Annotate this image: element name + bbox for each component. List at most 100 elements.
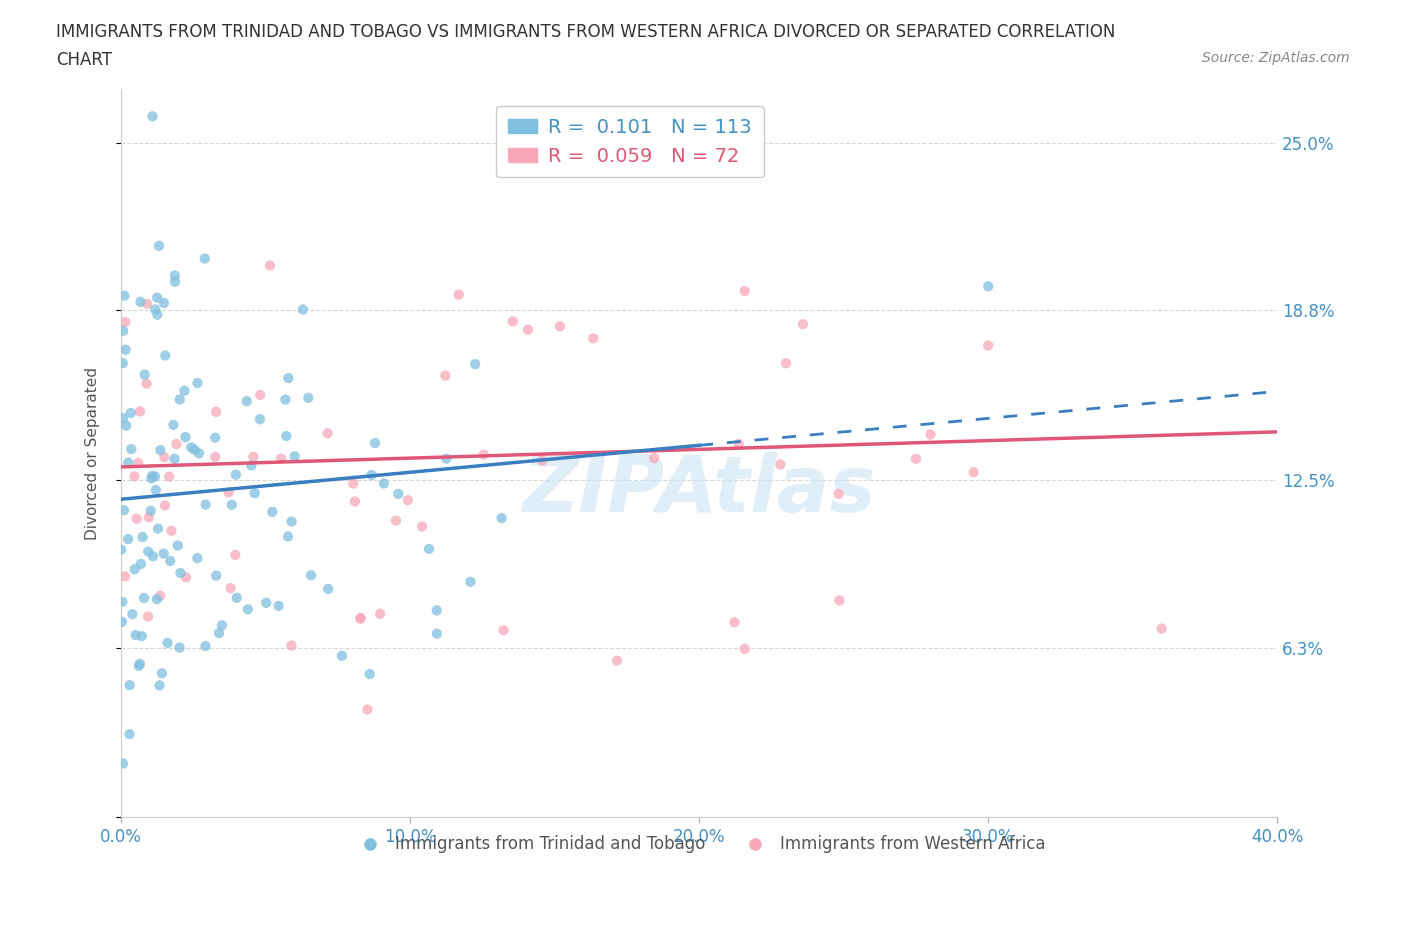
Text: ZIPAtlas: ZIPAtlas [523, 452, 876, 528]
Point [110, 542, 132, 557]
Point [977, 339, 1000, 353]
Point [118, 726, 141, 741]
Point [277, 371, 299, 386]
Point [364, 435, 387, 450]
Point [112, 411, 135, 426]
Point [128, 657, 150, 671]
Point [297, 391, 319, 405]
Point [129, 404, 152, 418]
Point [920, 427, 942, 442]
Point [517, 323, 540, 338]
Point [111, 594, 134, 609]
Point [734, 642, 756, 657]
Point [141, 109, 163, 124]
Point [131, 629, 153, 644]
Point [359, 667, 381, 682]
Point [169, 392, 191, 406]
Point [531, 453, 554, 468]
Y-axis label: Divorced or Separated: Divorced or Separated [86, 367, 100, 540]
Point [342, 476, 364, 491]
Point [343, 494, 366, 509]
Point [775, 356, 797, 371]
Point [1150, 621, 1173, 636]
Point [276, 429, 298, 444]
Point [160, 524, 183, 538]
Text: IMMIGRANTS FROM TRINIDAD AND TOBAGO VS IMMIGRANTS FROM WESTERN AFRICA DIVORCED O: IMMIGRANTS FROM TRINIDAD AND TOBAGO VS I… [56, 23, 1115, 41]
Point [136, 297, 159, 312]
Point [143, 302, 166, 317]
Point [174, 430, 197, 445]
Point [267, 598, 290, 613]
Point [129, 295, 152, 310]
Point [727, 436, 749, 451]
Point [418, 541, 440, 556]
Point [149, 589, 172, 604]
Point [582, 331, 605, 346]
Point [204, 431, 226, 445]
Point [277, 529, 299, 544]
Point [135, 376, 157, 391]
Point [146, 591, 169, 606]
Point [904, 451, 927, 466]
Point [114, 569, 136, 584]
Point [138, 510, 160, 525]
Point [174, 570, 197, 585]
Point [194, 639, 217, 654]
Point [127, 456, 149, 471]
Point [491, 511, 513, 525]
Point [117, 532, 139, 547]
Point [141, 469, 163, 484]
Point [117, 455, 139, 470]
Point [219, 580, 242, 595]
Point [124, 562, 146, 577]
Point [112, 324, 135, 339]
Point [146, 307, 169, 322]
Point [211, 618, 233, 632]
Point [316, 581, 339, 596]
Point [129, 556, 152, 571]
Point [963, 465, 986, 480]
Point [120, 405, 142, 420]
Point [125, 512, 148, 526]
Point [205, 568, 228, 583]
Point [734, 284, 756, 299]
Point [142, 549, 165, 564]
Point [186, 376, 208, 391]
Point [240, 458, 263, 473]
Point [284, 449, 307, 464]
Point [166, 538, 188, 553]
Point [205, 405, 228, 419]
Point [118, 678, 141, 693]
Point [387, 486, 409, 501]
Point [460, 575, 482, 590]
Point [124, 628, 146, 643]
Point [131, 529, 153, 544]
Point [360, 468, 382, 483]
Point [194, 498, 217, 512]
Point [218, 485, 240, 499]
Point [243, 485, 266, 500]
Point [330, 648, 353, 663]
Point [356, 702, 378, 717]
Point [136, 609, 159, 624]
Point [153, 296, 176, 311]
Point [411, 519, 433, 534]
Point [792, 317, 814, 332]
Point [254, 595, 277, 610]
Point [150, 666, 173, 681]
Point [274, 392, 297, 407]
Point [434, 451, 457, 466]
Point [349, 611, 371, 626]
Point [194, 251, 217, 266]
Point [111, 356, 134, 371]
Point [236, 602, 259, 617]
Text: CHART: CHART [56, 51, 112, 69]
Point [434, 368, 457, 383]
Point [165, 436, 187, 451]
Point [145, 483, 167, 498]
Point [349, 611, 371, 626]
Point [143, 469, 166, 484]
Point [115, 418, 138, 433]
Point [548, 319, 571, 334]
Point [155, 348, 177, 363]
